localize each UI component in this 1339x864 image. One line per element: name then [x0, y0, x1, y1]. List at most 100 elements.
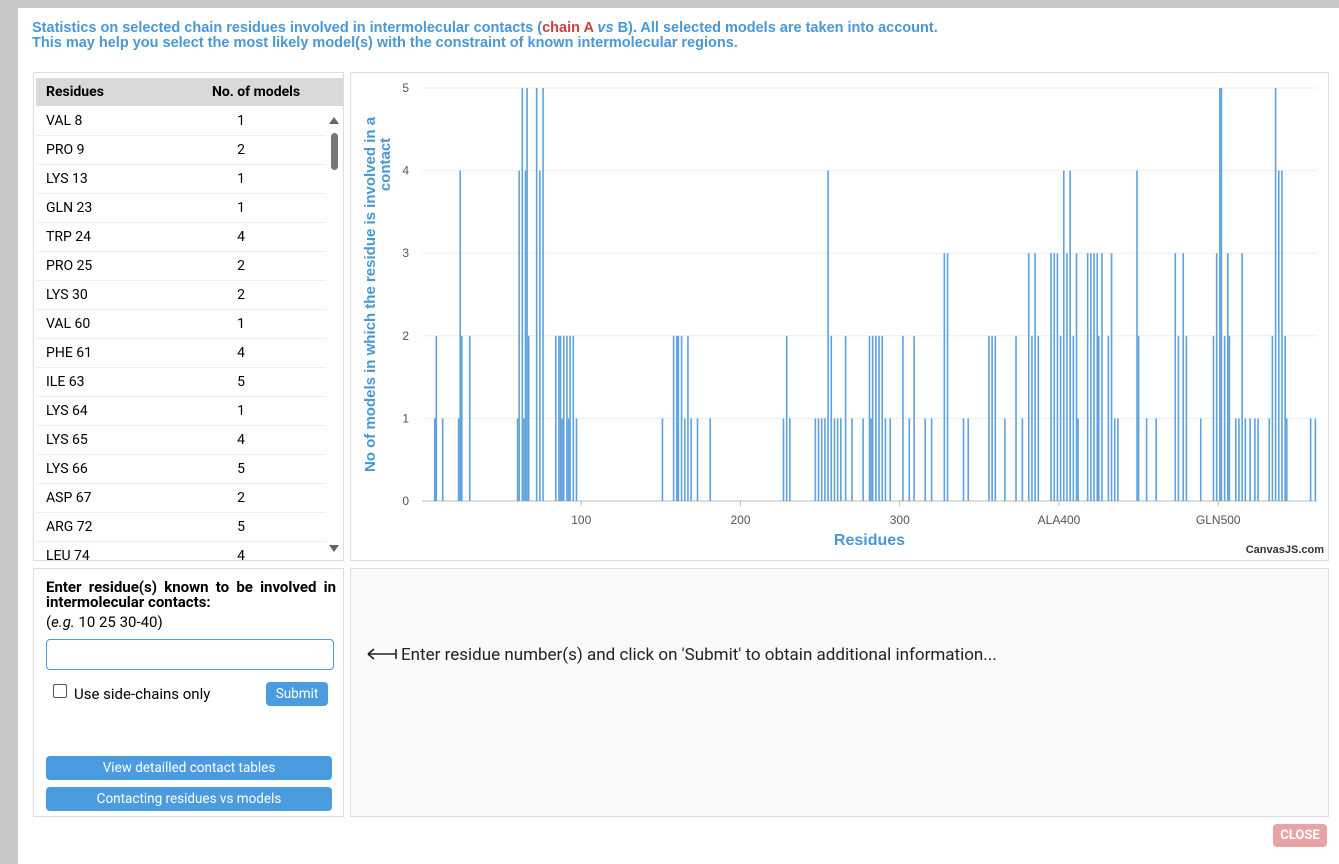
- bar: [871, 335, 874, 501]
- chart: 0 1 2 3 4 5 100 200 300 ALA400 GLN500 Residues No of…: [362, 81, 1324, 556]
- y-tick-label: 4: [402, 164, 409, 178]
- table-row: ARG 72 5: [36, 513, 326, 542]
- bar: [1004, 418, 1006, 501]
- bar: [516, 418, 519, 501]
- text: Statistics on selected chain residues in…: [32, 20, 543, 36]
- bar: [1219, 88, 1221, 501]
- bar: [1220, 88, 1223, 501]
- bar: [1136, 170, 1138, 501]
- x-tick-label: 300: [890, 513, 910, 527]
- bar: [569, 335, 571, 501]
- bar: [518, 170, 520, 501]
- table-row: LEU 74 4: [36, 542, 326, 560]
- button[interactable]: Contacting residues vs models: [46, 787, 332, 811]
- bar: [1155, 418, 1157, 501]
- bar: [884, 418, 887, 501]
- bar: [878, 335, 880, 501]
- bar: [572, 335, 575, 501]
- bar: [526, 88, 528, 501]
- input-panel: Enter residue(s) known to be involved in…: [33, 568, 344, 817]
- chain-highlight: chain A: [542, 20, 594, 36]
- bar: [943, 253, 946, 501]
- table-row: TRP 24 4: [36, 223, 326, 252]
- bar: [672, 335, 675, 501]
- bar: [683, 418, 686, 501]
- bar: [680, 335, 683, 501]
- bar: [1284, 335, 1286, 501]
- text: vs: [597, 20, 614, 36]
- bar: [1101, 253, 1103, 501]
- table-cell: LYS 65: [46, 432, 88, 448]
- bar: [830, 335, 833, 501]
- bar: [1257, 418, 1259, 501]
- bar: [1234, 418, 1237, 501]
- bar: [523, 418, 525, 501]
- table-cell: LYS 13: [46, 171, 88, 187]
- bar: [868, 335, 871, 501]
- bar: [527, 335, 530, 501]
- table-cell: LYS 30: [46, 287, 88, 303]
- bar: [1031, 335, 1033, 501]
- bar: [457, 418, 460, 501]
- bar: [1096, 253, 1099, 501]
- y-tick-label: 2: [402, 329, 409, 343]
- table-row: PHE 61 4: [36, 339, 326, 368]
- bar: [468, 335, 471, 501]
- bar: [1314, 418, 1317, 501]
- bar: [441, 418, 444, 501]
- bar: [1027, 253, 1030, 501]
- bar: [924, 418, 927, 501]
- header: Statistics on selected chain residues in…: [32, 21, 938, 51]
- bar: [1072, 335, 1075, 501]
- close-button[interactable]: CLOSE: [1273, 824, 1327, 847]
- bar: [461, 335, 463, 501]
- scrollbar-thumb[interactable]: [331, 133, 338, 170]
- bar: [1069, 170, 1071, 501]
- table-cell: VAL 8: [46, 113, 83, 129]
- table-row: LYS 30 2: [36, 281, 326, 310]
- bar: [1098, 335, 1100, 501]
- bar: [575, 418, 578, 501]
- table-row: PRO 25 2: [36, 252, 326, 281]
- table-row: LYS 66 5: [36, 455, 326, 484]
- button[interactable]: View detailled contact tables: [46, 756, 332, 780]
- y-tick-label: 0: [402, 494, 409, 508]
- bar: [851, 418, 853, 501]
- bar: [1227, 253, 1229, 501]
- credit: CanvasJS.com: [1246, 544, 1324, 556]
- bar: [690, 418, 692, 501]
- table-row: LYS 65 4: [36, 426, 326, 455]
- x-axis-title: Residues: [834, 532, 905, 549]
- text: (: [46, 613, 52, 631]
- column-header: Residues: [46, 84, 104, 100]
- table-row: LYS 64 1: [36, 397, 326, 426]
- header-line: This may help you select the most likely…: [32, 35, 738, 51]
- scroll-up[interactable]: [329, 117, 339, 124]
- bar: [1182, 253, 1185, 501]
- bar: [817, 418, 820, 501]
- bar: [870, 418, 872, 501]
- table-row: ILE 63 5: [36, 368, 326, 397]
- bar: [844, 335, 847, 501]
- residue-input[interactable]: [46, 639, 334, 670]
- bar: [1238, 418, 1240, 501]
- bar: [1110, 253, 1113, 501]
- bar: [1093, 253, 1095, 501]
- bar: [562, 335, 565, 501]
- bar: [1053, 253, 1056, 501]
- checkbox[interactable]: [53, 684, 67, 698]
- bar: [902, 335, 904, 501]
- bar: [1075, 253, 1078, 501]
- bar: [1113, 418, 1116, 501]
- bar: [988, 335, 990, 501]
- bar: [1177, 335, 1180, 501]
- bar: [696, 418, 699, 501]
- bar: [535, 88, 538, 501]
- bar: [542, 88, 544, 501]
- table-cell: LYS 64: [46, 403, 88, 419]
- scroll-down[interactable]: [329, 545, 339, 552]
- bar: [539, 170, 541, 501]
- bar: [559, 335, 562, 501]
- submit-button[interactable]: Submit: [266, 682, 328, 706]
